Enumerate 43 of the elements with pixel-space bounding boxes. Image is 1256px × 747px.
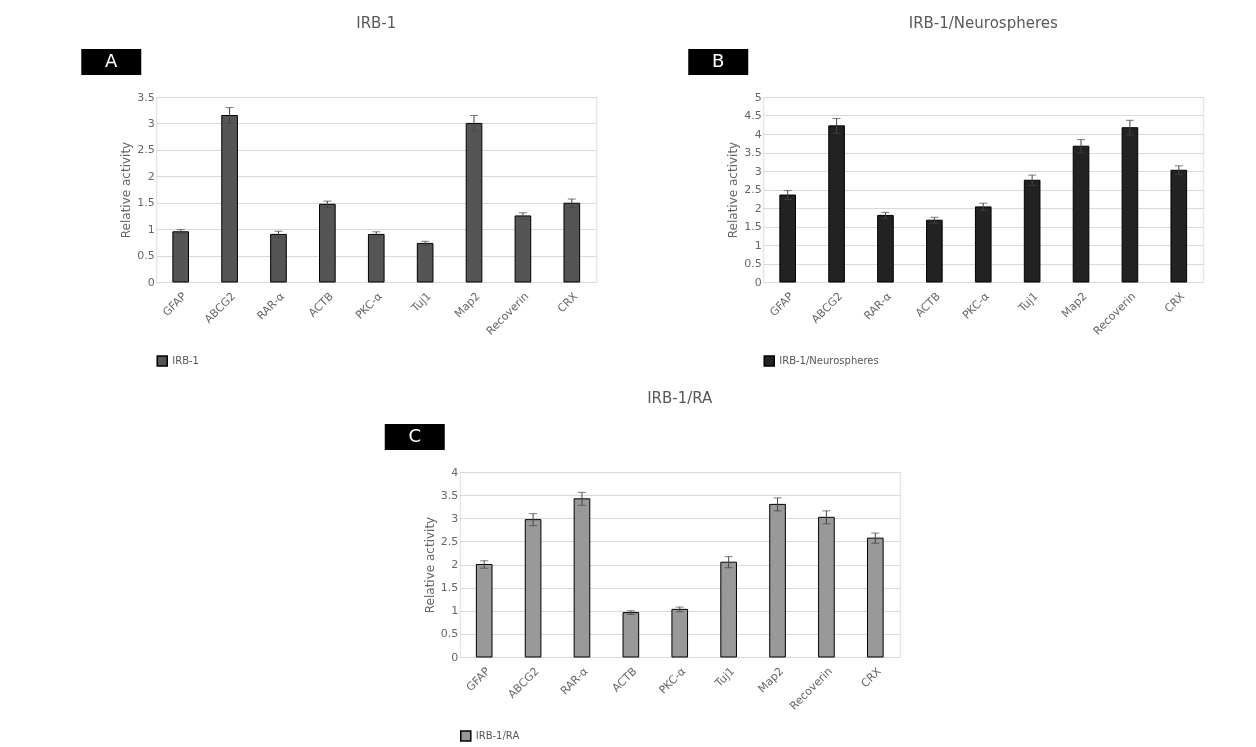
- text: A: [105, 50, 119, 71]
- y-tick-label: 1: [147, 222, 155, 236]
- y-tick-label: 2: [754, 201, 762, 215]
- x-tick-label: Tuj1: [711, 664, 738, 691]
- y-axis-title: Relative activity: [422, 516, 437, 614]
- y-tick-label: 2.5: [744, 183, 762, 196]
- chart-title: IRB-1: [356, 14, 397, 32]
- y-tick-label: 1: [754, 238, 762, 252]
- y-tick-label: 1.5: [744, 220, 762, 233]
- y-tick-label: 3: [147, 116, 155, 130]
- y-tick-label: 1.5: [440, 581, 459, 595]
- y-tick-label: 2.5: [137, 143, 155, 157]
- y-tick-label: 3.5: [137, 90, 155, 104]
- y-axis-title: Relative activity: [726, 141, 741, 239]
- y-tick-label: 3.5: [744, 146, 762, 159]
- chart-title: IRB-1/RA: [647, 389, 714, 407]
- chart-title: IRB-1/Neurospheres: [908, 14, 1058, 32]
- y-tick-label: 3: [754, 164, 762, 178]
- y-tick-label: 0.5: [137, 249, 155, 263]
- y-tick-label: 4: [451, 465, 459, 479]
- legend-label: IRB-1/RA: [475, 730, 520, 741]
- y-tick-label: 0: [147, 275, 155, 289]
- y-tick-label: 3: [451, 511, 459, 525]
- y-tick-label: 0.5: [744, 257, 762, 270]
- y-tick-label: 1.5: [137, 196, 155, 210]
- y-tick-label: 0: [451, 650, 459, 664]
- y-tick-label: 4: [754, 127, 762, 141]
- legend-label: IRB-1/Neurospheres: [779, 355, 879, 366]
- y-tick-label: 2: [451, 558, 459, 571]
- x-tick-label: Tuj1: [1015, 289, 1041, 316]
- y-tick-label: 2.5: [440, 534, 459, 548]
- legend-label: IRB-1: [172, 355, 199, 366]
- y-tick-label: 4.5: [744, 109, 762, 122]
- text: C: [408, 425, 422, 446]
- y-tick-label: 3.5: [440, 488, 459, 502]
- y-tick-label: 5: [754, 90, 762, 104]
- y-tick-label: 0: [754, 275, 762, 289]
- y-tick-label: 1: [451, 604, 459, 618]
- y-tick-label: 2: [147, 169, 155, 183]
- y-axis-title: Relative activity: [119, 141, 134, 239]
- x-tick-label: Tuj1: [408, 289, 434, 316]
- y-tick-label: 0.5: [440, 627, 459, 641]
- text: B: [712, 50, 725, 71]
